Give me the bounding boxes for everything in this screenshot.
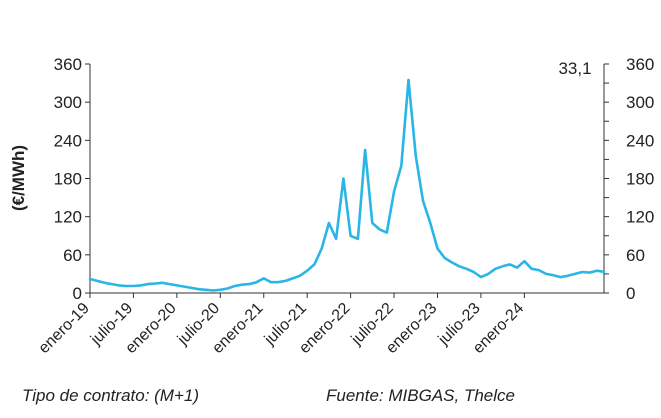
right-axis-ticks: 0 60 120 180 240 300 360	[604, 55, 654, 303]
right-tick-label: 300	[626, 93, 654, 112]
y-axis-label: (€/MWh)	[9, 145, 28, 211]
left-tick-label: 0	[73, 284, 82, 303]
right-tick-label: 60	[626, 246, 645, 265]
right-tick-label: 240	[626, 131, 654, 150]
right-tick-label: 180	[626, 170, 654, 189]
left-tick-label: 300	[54, 93, 82, 112]
right-tick-label: 120	[626, 208, 654, 227]
x-axis-ticks: enero-19julio-19enero-20julio-20enero-21…	[36, 293, 527, 357]
x-tick-label: enero-19	[36, 300, 93, 357]
plot-frame	[89, 64, 605, 294]
left-tick-label: 180	[54, 170, 82, 189]
left-tick-label: 240	[54, 131, 82, 150]
footer-source: Fuente: MIBGAS, Thelce	[326, 386, 515, 405]
footer-contract-type: Tipo de contrato: (M+1)	[22, 386, 200, 405]
left-tick-label: 120	[54, 208, 82, 227]
left-axis-ticks: 0 60 120 180 240 300 360	[54, 55, 90, 303]
right-tick-label: 0	[626, 284, 635, 303]
left-tick-label: 60	[63, 246, 82, 265]
latest-value-label: 33,1	[558, 59, 591, 78]
price-series-line	[88, 78, 606, 292]
left-tick-label: 360	[54, 55, 82, 74]
right-tick-label: 360	[626, 55, 654, 74]
series-layer	[88, 78, 606, 292]
